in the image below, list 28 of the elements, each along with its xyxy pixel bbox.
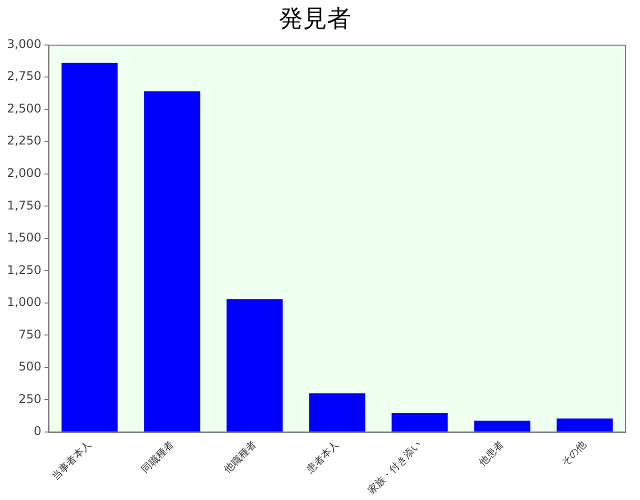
bar [309, 393, 366, 432]
y-tick-label: 500 [18, 360, 42, 374]
x-tick-label: その他 [558, 438, 589, 468]
bar [62, 62, 118, 432]
y-tick-label: 250 [18, 392, 42, 406]
y-tick-label: 1,250 [6, 262, 42, 277]
y-tick-label: 3,000 [6, 36, 42, 51]
y-tick-label: 1,000 [6, 295, 42, 310]
bar [556, 418, 613, 432]
bar [474, 420, 530, 432]
y-tick-label: 0 [34, 424, 42, 438]
y-tick-label: 2,500 [6, 101, 42, 116]
x-tick-label: 患者本人 [304, 438, 342, 476]
y-tick-label: 1,750 [6, 198, 42, 212]
bar [144, 91, 200, 432]
x-tick-label: 他職種者 [222, 438, 259, 476]
x-tick-label: 他患者 [476, 438, 506, 468]
y-tick-label: 1,500 [6, 230, 42, 245]
y-tick-label: 2,250 [6, 134, 42, 148]
chart-title: 発見者 [279, 4, 351, 33]
bar [226, 299, 283, 432]
x-tick-label: 同職種者 [139, 438, 176, 476]
y-tick-label: 2,000 [6, 166, 42, 180]
y-tick-label: 2,750 [6, 69, 42, 84]
y-tick-label: 750 [18, 327, 42, 342]
x-tick-label: 当事者本人 [50, 438, 94, 483]
bar [392, 413, 448, 432]
x-tick-label: 家族・付き添い [366, 438, 424, 497]
